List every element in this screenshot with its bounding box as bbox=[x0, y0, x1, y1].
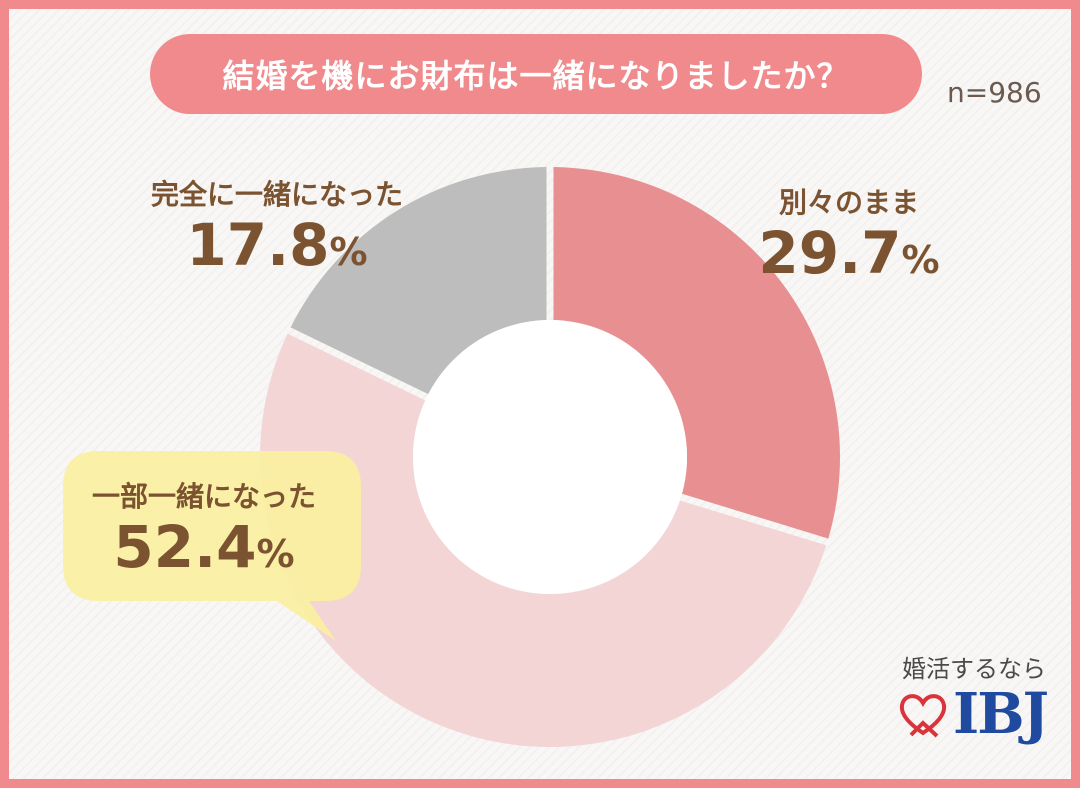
slice-full bbox=[290, 167, 547, 395]
chart-title-text: 結婚を機にお財布は一緒になりましたか？ bbox=[222, 57, 850, 95]
slice-label-separate: 別々のまま 29.7% bbox=[744, 185, 954, 292]
slice-value-separate: 29.7% bbox=[744, 221, 954, 292]
slice-number-separate: 29.7 bbox=[758, 219, 902, 287]
callout-bubble-shape bbox=[63, 451, 361, 641]
slice-value-partial: 52.4% bbox=[69, 515, 339, 586]
slice-unit-full: % bbox=[329, 230, 368, 274]
logo-caption: 婚活するなら bbox=[902, 655, 1046, 683]
slice-name-separate: 別々のまま bbox=[778, 186, 919, 219]
slice-value-full: 17.8% bbox=[127, 213, 427, 284]
heart-icon bbox=[899, 694, 947, 738]
sample-size: n=986 bbox=[947, 76, 1042, 109]
logo-text: IBJ bbox=[953, 681, 1049, 747]
ibj-logo: IBJ bbox=[897, 681, 1067, 747]
slice-partial bbox=[259, 333, 827, 748]
slice-label-partial: 一部一緒になった 52.4% bbox=[69, 479, 339, 586]
slice-number-partial: 52.4 bbox=[113, 513, 257, 581]
slice-separate bbox=[553, 167, 841, 539]
slice-name-full: 完全に一緒になった bbox=[150, 178, 403, 211]
callout-bubble bbox=[63, 451, 361, 641]
slice-unit-partial: % bbox=[256, 532, 295, 576]
donut-chart bbox=[259, 167, 841, 748]
slice-name-partial: 一部一緒になった bbox=[91, 480, 316, 513]
slice-number-full: 17.8 bbox=[186, 211, 330, 279]
chart-title: 結婚を機にお財布は一緒になりましたか？ bbox=[150, 34, 922, 114]
slice-label-full: 完全に一緒になった 17.8% bbox=[127, 177, 427, 284]
slice-unit-separate: % bbox=[901, 238, 940, 282]
donut-hole bbox=[413, 320, 687, 594]
